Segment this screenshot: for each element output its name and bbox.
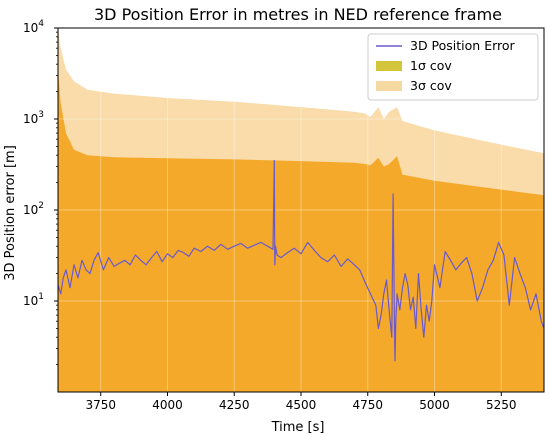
y-tick-label: 101 bbox=[23, 292, 44, 308]
x-tick-label: 4750 bbox=[352, 398, 383, 412]
x-tick-label: 4000 bbox=[152, 398, 183, 412]
x-tick-label: 5000 bbox=[419, 398, 450, 412]
error-series-line bbox=[58, 159, 544, 362]
legend-swatch-patch bbox=[376, 61, 402, 71]
legend-label: 3D Position Error bbox=[410, 38, 516, 53]
y-tick-label: 103 bbox=[23, 110, 44, 126]
y-tick-label: 102 bbox=[23, 201, 44, 217]
x-tick-label: 4500 bbox=[286, 398, 317, 412]
legend-swatch-patch bbox=[376, 81, 402, 91]
sigma1-area bbox=[58, 69, 544, 392]
y-axis-label: 3D Position error [m] bbox=[3, 145, 18, 281]
y-tick-label: 104 bbox=[23, 19, 44, 35]
legend-label: 3σ cov bbox=[410, 78, 452, 93]
x-axis-label: Time [s] bbox=[271, 420, 325, 435]
x-tick-label: 5250 bbox=[486, 398, 517, 412]
legend-label: 1σ cov bbox=[410, 58, 452, 73]
x-tick-label: 3750 bbox=[85, 398, 116, 412]
legend-box bbox=[367, 33, 539, 101]
chart-title: 3D Position Error in metres in NED refer… bbox=[94, 5, 502, 24]
plot-clipped bbox=[58, 28, 544, 392]
legend: 3D Position Error 1σ cov 3σ cov bbox=[367, 33, 539, 101]
x-tick-label: 4250 bbox=[219, 398, 250, 412]
